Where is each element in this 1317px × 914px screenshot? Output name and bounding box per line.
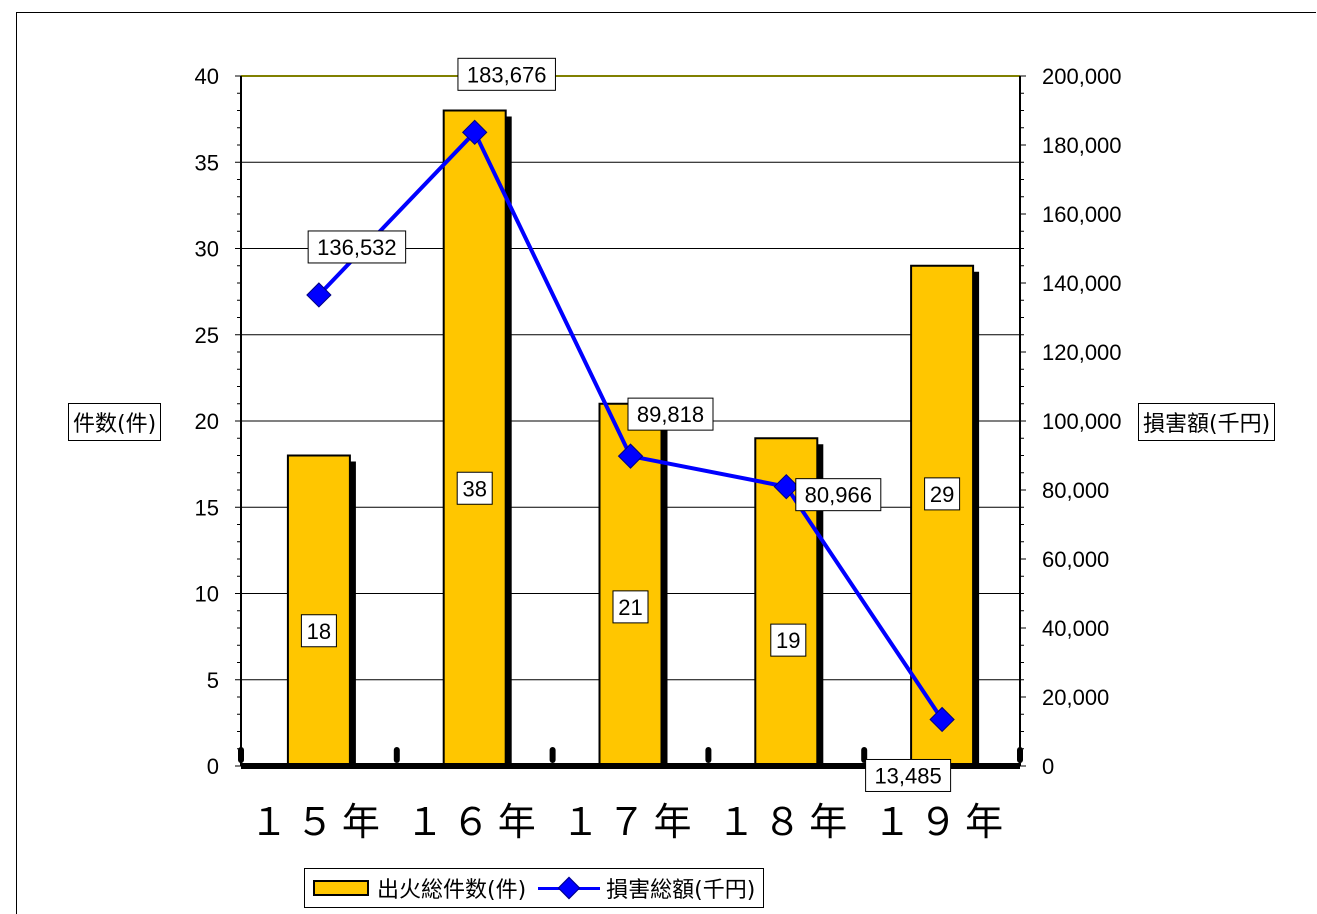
y-left-tick-label: 5 xyxy=(207,668,219,693)
x-category-label: １５年 xyxy=(250,800,388,844)
y-left-tick-label: 35 xyxy=(195,150,219,175)
legend: 出火総件数(件) 損害総額(千円) xyxy=(304,868,765,908)
line-data-label: 136,532 xyxy=(317,235,397,260)
bar-data-label: 38 xyxy=(462,476,486,501)
y-right-axis-title: 損害額(千円) xyxy=(1138,403,1276,441)
y-left-tick-label: 40 xyxy=(195,64,219,89)
damage-marker xyxy=(773,473,800,500)
bar-data-label: 29 xyxy=(930,482,954,507)
y-right-tick-label: 80,000 xyxy=(1042,478,1109,503)
x-category-label: １８年 xyxy=(717,800,855,844)
y-right-tick-label: 200,000 xyxy=(1042,64,1122,89)
line-data-label-box xyxy=(307,230,407,264)
chart-frame xyxy=(16,12,1316,914)
line-data-label-box xyxy=(795,478,882,512)
x-category-label: １７年 xyxy=(561,800,699,844)
line-data-label: 183,676 xyxy=(467,62,547,87)
legend-line-swatch xyxy=(538,876,601,900)
y-right-tick-label: 0 xyxy=(1042,754,1054,779)
bar-data-label-box xyxy=(612,590,649,624)
y-left-tick-label: 20 xyxy=(195,409,219,434)
legend-bar-swatch xyxy=(313,880,369,896)
bar xyxy=(442,109,507,767)
bar-data-label-box xyxy=(456,471,493,505)
y-right-tick-label: 120,000 xyxy=(1042,340,1122,365)
y-right-tick-label: 100,000 xyxy=(1042,409,1122,434)
damage-marker xyxy=(461,119,488,146)
bar-data-label-box xyxy=(770,623,807,657)
bar-data-label: 18 xyxy=(307,619,331,644)
y-right-tick-label: 40,000 xyxy=(1042,616,1109,641)
legend-bar-label: 出火総件数(件) xyxy=(377,878,527,903)
line-data-label-box xyxy=(627,397,714,431)
y-left-tick-label: 30 xyxy=(195,237,219,262)
y-right-tick-label: 20,000 xyxy=(1042,685,1109,710)
y-left-tick-label: 25 xyxy=(195,323,219,348)
bar-data-label-box xyxy=(300,614,337,648)
x-category-label: １９年 xyxy=(873,800,1011,844)
y-left-tick-label: 0 xyxy=(207,754,219,779)
y-left-tick-label: 15 xyxy=(195,495,219,520)
bar-data-label: 21 xyxy=(618,595,642,620)
bar xyxy=(286,454,351,767)
x-category-label: １６年 xyxy=(406,800,544,844)
y-right-tick-label: 60,000 xyxy=(1042,547,1109,572)
line-data-label: 80,966 xyxy=(805,483,872,508)
bar-data-label-box xyxy=(924,477,961,511)
legend-line-label: 損害総額(千円) xyxy=(606,878,756,903)
y-right-tick-label: 180,000 xyxy=(1042,133,1122,158)
y-right-tick-label: 160,000 xyxy=(1042,202,1122,227)
y-right-tick-label: 140,000 xyxy=(1042,271,1122,296)
line-data-label: 13,485 xyxy=(874,763,941,788)
damage-marker xyxy=(929,706,955,733)
y-left-tick-label: 10 xyxy=(195,582,219,607)
y-left-axis-title: 件数(件) xyxy=(68,403,162,441)
bar xyxy=(910,264,975,767)
line-data-label-box xyxy=(865,758,952,792)
line-data-label-box xyxy=(457,57,556,91)
damage-marker xyxy=(617,443,644,469)
damage-marker xyxy=(306,282,332,308)
line-data-label: 89,818 xyxy=(637,402,704,427)
bar-data-label: 19 xyxy=(776,628,800,653)
